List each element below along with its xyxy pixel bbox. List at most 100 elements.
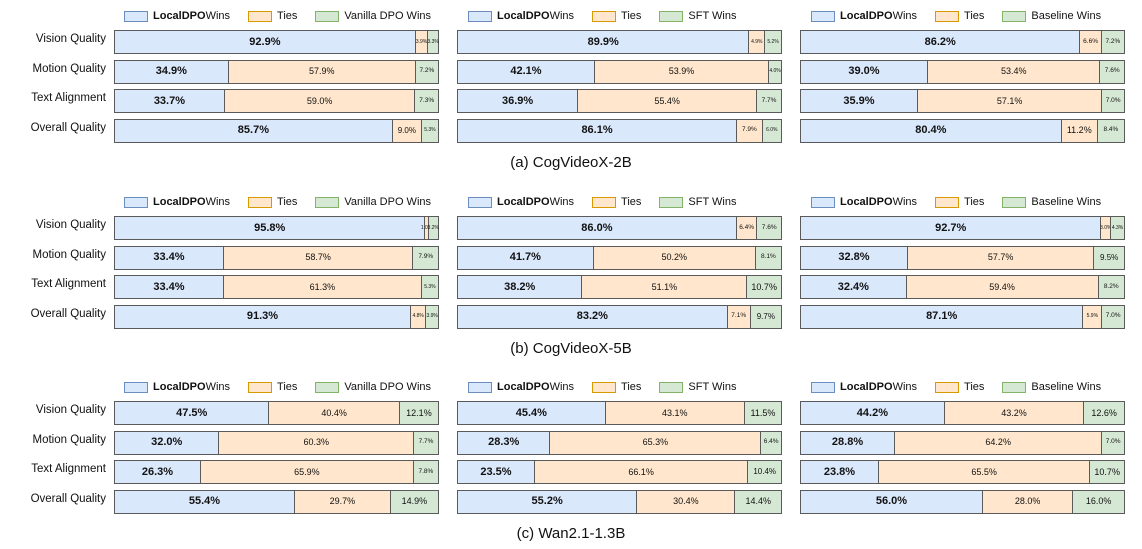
bar-value-label: 7.9% bbox=[418, 253, 434, 261]
bar-value-label: 60.3% bbox=[303, 437, 329, 447]
stacked-bar: 83.2% 7.1% 9.7% bbox=[457, 304, 782, 329]
legend-item-local: LocalDPO Wins bbox=[811, 10, 917, 22]
legend-label-local: LocalDPO bbox=[497, 196, 550, 208]
bar-segment-ties: 30.4% bbox=[636, 490, 735, 513]
bar-segment-base: 7.8% bbox=[412, 461, 438, 483]
legend-item-base: SFT Wins bbox=[659, 196, 736, 208]
bar-segment-base: 11.5% bbox=[743, 402, 781, 424]
bar-value-label: 26.3% bbox=[141, 465, 174, 478]
bar-segment-base: 14.9% bbox=[389, 490, 438, 513]
legend-swatch-ties bbox=[248, 381, 273, 393]
bar-segment-ties: 57.7% bbox=[906, 246, 1094, 269]
legend-item-ties: Ties bbox=[248, 381, 297, 393]
bar-value-label: 4.9% bbox=[751, 38, 763, 45]
stacked-bar: 55.2% 30.4% 14.4% bbox=[457, 489, 782, 514]
bar-segment-base: 5.3% bbox=[420, 119, 438, 142]
legend-label-local: LocalDPO bbox=[840, 381, 893, 393]
figure-caption: (a) CogVideoX-2B bbox=[510, 154, 632, 171]
bar-value-label: 57.7% bbox=[987, 252, 1014, 262]
row-label: Text Alignment bbox=[31, 278, 106, 290]
figure-caption: (c) Wan2.1-1.3B bbox=[516, 525, 626, 542]
legend-label-base: Baseline Wins bbox=[1031, 10, 1102, 22]
legend-label-local-suffix: Wins bbox=[205, 381, 231, 393]
bar-value-label: 38.2% bbox=[504, 280, 536, 293]
row-label: Text Alignment bbox=[31, 463, 106, 475]
legend-item-ties: Ties bbox=[592, 10, 641, 22]
legend: LocalDPO Wins Ties SFT Wins bbox=[468, 381, 754, 397]
bar-value-label: 30.4% bbox=[673, 496, 699, 506]
bar-value-label: 47.5% bbox=[176, 406, 208, 419]
bar-segment-ties: 4.9% bbox=[748, 31, 765, 53]
bar-value-label: 33.4% bbox=[153, 280, 185, 293]
bar-segment-ties: 65.3% bbox=[549, 431, 761, 454]
bar-value-label: 41.7% bbox=[509, 251, 541, 263]
legend-label-local-suffix: Wins bbox=[549, 196, 575, 208]
legend-label-base: Vanilla DPO Wins bbox=[344, 10, 432, 22]
bar-segment-ties: 7.9% bbox=[736, 119, 762, 142]
bar-value-label: 4.3% bbox=[1111, 224, 1124, 231]
legend-swatch-ties bbox=[592, 10, 617, 22]
bar-value-label: 5.9% bbox=[1086, 313, 1099, 319]
bar-value-label: 35.9% bbox=[843, 94, 875, 107]
stacked-bar: 32.0% 60.3% 7.7% bbox=[114, 430, 439, 455]
stacked-bar: 33.4% 58.7% 7.9% bbox=[114, 245, 439, 270]
bar-value-label: 7.6% bbox=[1104, 67, 1120, 75]
bar-segment-local: 26.3% bbox=[115, 461, 200, 483]
legend-item-ties: Ties bbox=[592, 196, 641, 208]
bar-segment-ties: 58.7% bbox=[222, 246, 413, 269]
legend-label-base: SFT Wins bbox=[688, 381, 737, 393]
legend-label-ties: Ties bbox=[621, 381, 642, 393]
bar-segment-base: 7.0% bbox=[1101, 90, 1124, 112]
stacked-bar: 87.1% 5.9% 7.0% bbox=[800, 304, 1125, 329]
legend-item-local: LocalDPO Wins bbox=[811, 196, 917, 208]
legend-swatch-local bbox=[811, 381, 835, 393]
legend-item-local: LocalDPO Wins bbox=[124, 381, 230, 393]
bar-segment-base: 9.7% bbox=[749, 305, 781, 328]
legend-label-ties: Ties bbox=[277, 381, 298, 393]
bar-segment-local: 55.2% bbox=[458, 490, 637, 513]
bar-value-label: 7.7% bbox=[418, 438, 434, 446]
bar-value-label: 5.3% bbox=[424, 283, 436, 290]
legend-label-local: LocalDPO bbox=[153, 196, 206, 208]
bar-segment-ties: 60.3% bbox=[218, 431, 414, 454]
stacked-bar: 33.4% 61.3% 5.3% bbox=[114, 275, 439, 299]
bar-segment-local: 28.3% bbox=[458, 431, 550, 454]
stacked-bar: 92.7% 3.0% 4.3% bbox=[800, 216, 1125, 240]
bar-value-label: 7.0% bbox=[1105, 312, 1121, 320]
figure-caption: (b) CogVideoX-5B bbox=[510, 340, 632, 357]
bar-value-label: 85.7% bbox=[237, 124, 269, 136]
bar-segment-ties: 29.7% bbox=[293, 490, 390, 513]
stacked-bar: 44.2% 43.2% 12.6% bbox=[800, 401, 1125, 425]
bar-segment-base: 9.5% bbox=[1093, 246, 1124, 269]
bar-segment-local: 33.4% bbox=[115, 246, 223, 269]
legend-swatch-base bbox=[315, 381, 340, 393]
bar-value-label: 28.8% bbox=[831, 436, 864, 448]
bar-value-label: 57.1% bbox=[996, 95, 1023, 106]
legend-swatch-ties bbox=[935, 381, 960, 393]
bar-value-label: 3.0% bbox=[1100, 224, 1112, 231]
legend-item-ties: Ties bbox=[248, 196, 297, 208]
bar-value-label: 6.4% bbox=[739, 223, 755, 231]
legend-item-base: Vanilla DPO Wins bbox=[315, 381, 431, 393]
bar-value-label: 9.7% bbox=[756, 311, 775, 321]
bar-segment-local: 86.0% bbox=[458, 217, 736, 239]
stacked-bar: 86.1% 7.9% 6.0% bbox=[457, 118, 782, 143]
legend: LocalDPO Wins Ties Baseline Wins bbox=[811, 381, 1119, 397]
bar-value-label: 3.3% bbox=[427, 38, 439, 45]
stacked-bar: 32.4% 59.4% 8.2% bbox=[800, 275, 1125, 299]
legend-swatch-base bbox=[1002, 381, 1027, 393]
bar-segment-base: 7.0% bbox=[1101, 305, 1124, 328]
legend: LocalDPO Wins Ties SFT Wins bbox=[468, 10, 754, 26]
legend-swatch-ties bbox=[592, 196, 617, 208]
bar-segment-local: 87.1% bbox=[801, 305, 1083, 328]
bar-value-label: 66.1% bbox=[628, 466, 654, 477]
bar-segment-base: 4.0% bbox=[768, 60, 781, 83]
bar-value-label: 32.4% bbox=[837, 280, 869, 293]
legend-swatch-local bbox=[811, 10, 835, 22]
bar-value-label: 55.2% bbox=[531, 495, 563, 507]
bar-value-label: 10.7% bbox=[751, 281, 777, 292]
legend-label-base: Vanilla DPO Wins bbox=[344, 381, 432, 393]
bar-segment-local: 86.1% bbox=[458, 119, 737, 142]
bar-segment-local: 32.0% bbox=[115, 431, 219, 454]
bar-segment-local: 23.8% bbox=[801, 461, 878, 483]
